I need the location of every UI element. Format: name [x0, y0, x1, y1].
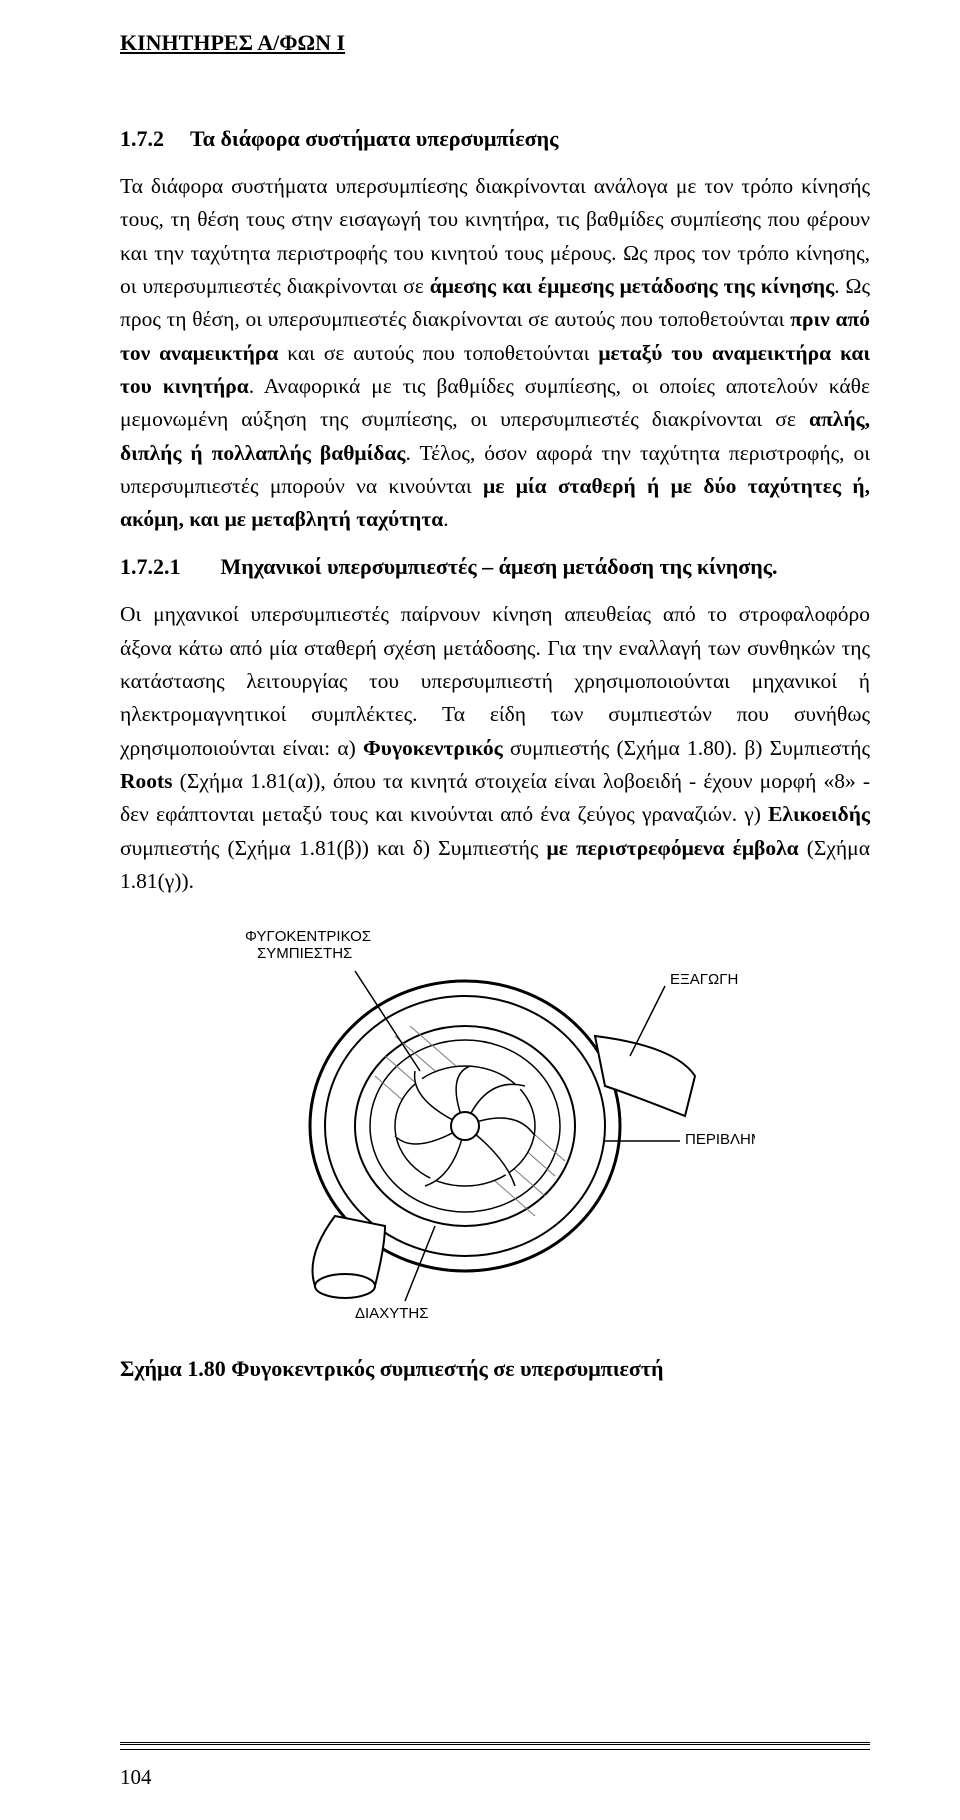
subsection-title: Μηχανικοί υπερσυμπιεστές – άμεση μετάδοσ… [221, 554, 778, 579]
compressor-diagram: ΦΥΓΟΚΕΝΤΡΙΚΟΣ ΣΥΜΠΙΕΣΤΗΣ ΕΞΑΓΩΓΗ ΠΕΡΙΒΛΗ… [235, 916, 755, 1326]
section-paragraph: Τα διάφορα συστήματα υπερσυμπίεσης διακρ… [120, 170, 870, 536]
bold-text: Φυγοκεντρικός [363, 736, 503, 760]
figure-label-bottom: ΔΙΑΧΥΤΗΣ [355, 1305, 428, 1322]
figure-label-top-left: ΦΥΓΟΚΕΝΤΡΙΚΟΣ [245, 928, 371, 945]
figure-label-top-left2: ΣΥΜΠΙΕΣΤΗΣ [257, 945, 352, 962]
text: συμπιεστής (Σχήμα 1.80). β) Συμπιεστής [503, 736, 870, 760]
bold-text: Roots [120, 769, 173, 793]
page-header: ΚΙΝΗΤΗΡΕΣ Α/ΦΩΝ I [120, 30, 870, 56]
section-heading: 1.7.2 Τα διάφορα συστήματα υπερσυμπίεσης [120, 126, 870, 152]
text: . [443, 507, 448, 531]
text: (Σχήμα 1.81(α)), όπου τα κινητά στοιχεία… [120, 769, 870, 826]
figure-label-right2: ΠΕΡΙΒΛΗΜΑ [685, 1131, 755, 1148]
subsection-heading: 1.7.2.1 Μηχανικοί υπερσυμπιεστές – άμεση … [120, 554, 870, 580]
figure-caption: Σχήμα 1.80 Φυγοκεντρικός συμπιεστής σε υ… [120, 1356, 870, 1382]
text: και σε αυτούς που τοποθετούνται [278, 341, 598, 365]
footer-rule [120, 1742, 870, 1750]
bold-text: με περιστρεφόμενα έμβολα [547, 836, 799, 860]
subsection-number: 1.7.2.1 [120, 554, 181, 580]
section-number: 1.7.2 [120, 126, 164, 152]
figure: ΦΥΓΟΚΕΝΤΡΙΚΟΣ ΣΥΜΠΙΕΣΤΗΣ ΕΞΑΓΩΓΗ ΠΕΡΙΒΛΗ… [120, 916, 870, 1326]
text: συμπιεστής (Σχήμα 1.81(β)) και δ) Συμπιε… [120, 836, 547, 860]
subsection-paragraph: Οι μηχανικοί υπερσυμπιεστές παίρνουν κίν… [120, 598, 870, 898]
figure-label-right1: ΕΞΑΓΩΓΗ [670, 971, 738, 988]
bold-text: Ελικοειδής [768, 802, 870, 826]
section-title: Τα διάφορα συστήματα υπερσυμπίεσης [190, 126, 558, 151]
page-number: 104 [120, 1765, 152, 1790]
bold-text: άμεσης και έμμεσης μετάδοσης της κίνησης [430, 274, 834, 298]
